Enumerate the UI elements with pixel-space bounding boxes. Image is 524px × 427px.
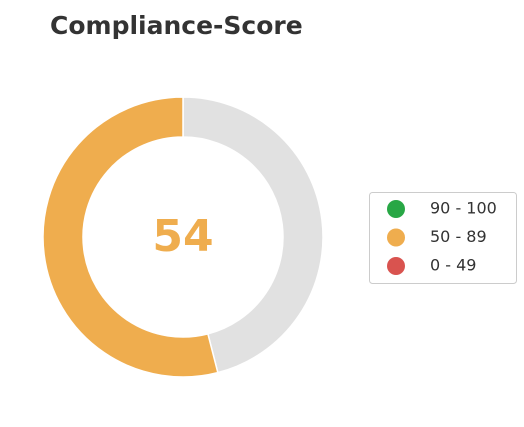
chart-title: Compliance-Score <box>50 11 303 40</box>
legend-label: 0 - 49 <box>430 256 476 275</box>
legend-marker <box>387 257 405 275</box>
legend-box <box>369 192 517 284</box>
gauge-value <box>42 96 219 378</box>
legend-marker <box>387 200 405 218</box>
legend-label: 90 - 100 <box>430 199 497 218</box>
legend-label: 50 - 89 <box>430 227 487 246</box>
gauge-track <box>182 96 324 374</box>
legend-marker <box>387 228 405 247</box>
center-value: 54 <box>152 211 213 262</box>
